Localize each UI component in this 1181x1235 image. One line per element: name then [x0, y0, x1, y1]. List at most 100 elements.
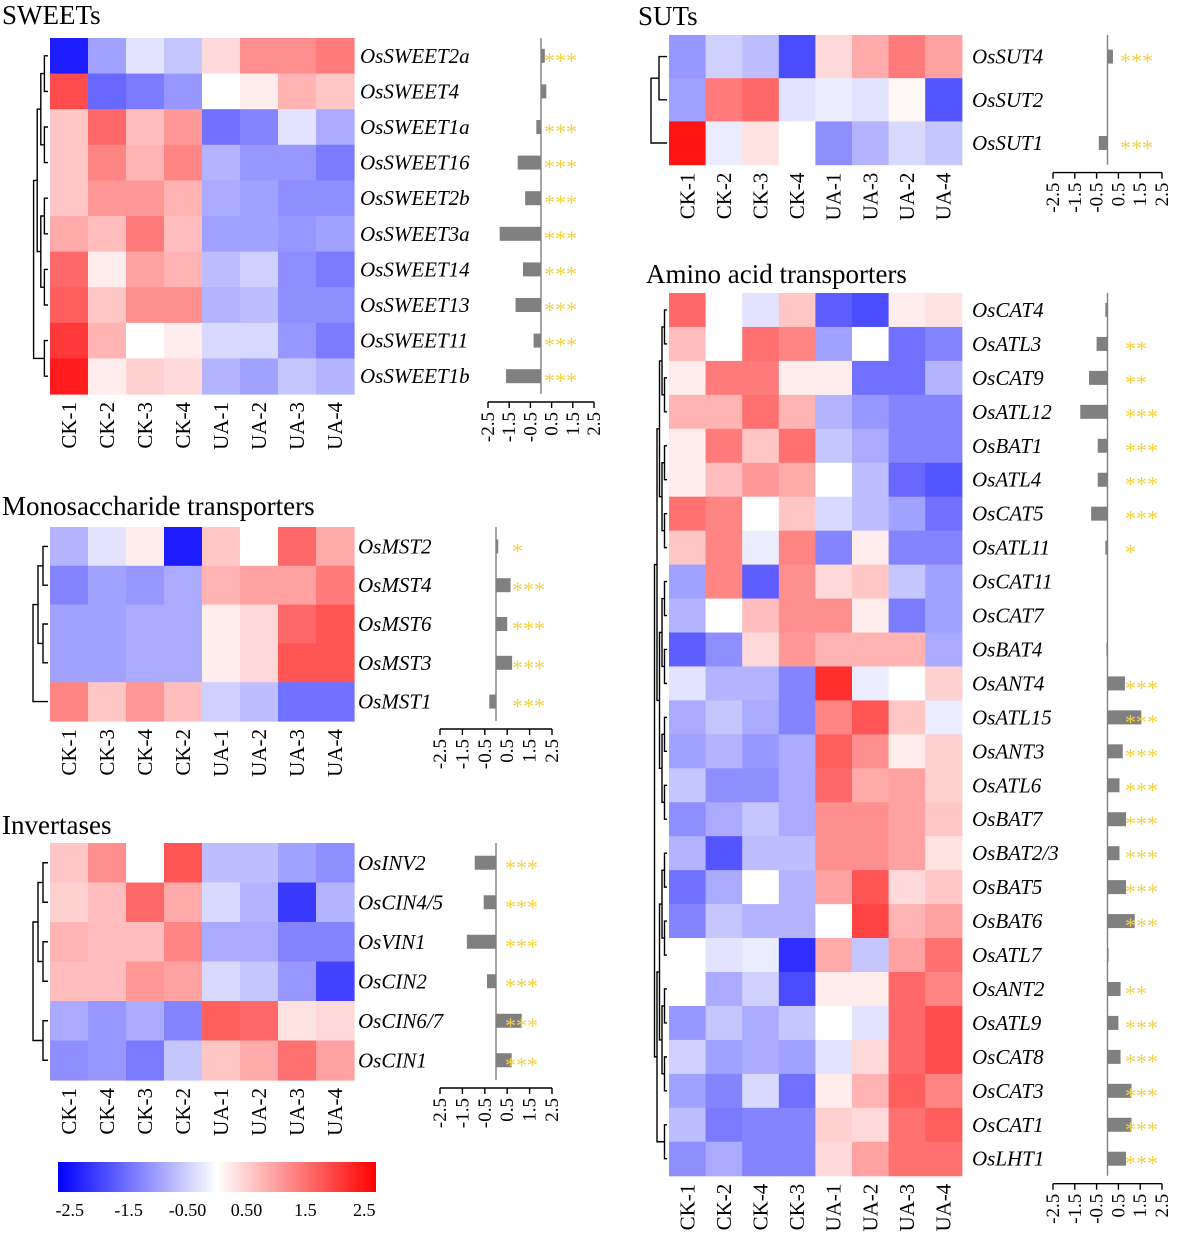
- heatmap-cell: [50, 604, 89, 644]
- gene-label: OsLHT1: [972, 1147, 1044, 1171]
- heatmap-cell: [742, 734, 780, 769]
- significance-stars: ***: [512, 655, 545, 680]
- heatmap-cell: [316, 565, 355, 606]
- heatmap-cell: [316, 682, 355, 722]
- heatmap-cell: [705, 394, 743, 430]
- fold-change-bar: [496, 1053, 512, 1068]
- bar-axis-tick-label: -2.5: [1043, 183, 1064, 213]
- heatmap-cell: [852, 1039, 890, 1075]
- heatmap-cell: [240, 358, 279, 395]
- heatmap-cell: [925, 632, 963, 668]
- heatmap-cell: [705, 1039, 743, 1075]
- heatmap-cell: [778, 78, 816, 122]
- heatmap-cell: [88, 322, 127, 359]
- dendrogram-link: [43, 126, 48, 164]
- sample-label: CK-3: [95, 729, 119, 776]
- heatmap-cell: [815, 734, 853, 769]
- heatmap-cell: [705, 1141, 743, 1177]
- heatmap-cell: [240, 565, 279, 606]
- heatmap-cell: [852, 938, 890, 973]
- heatmap-cell: [164, 922, 203, 963]
- fold-change-bar: [474, 855, 496, 870]
- heatmap-cell: [669, 870, 707, 905]
- bar-axis-tick-label: 0.5: [497, 1098, 518, 1122]
- heatmap-cell: [742, 1005, 780, 1041]
- fold-change-bar: [1107, 1015, 1119, 1030]
- heatmap-cell: [669, 121, 707, 166]
- heatmap-grid-0: [50, 38, 355, 395]
- heatmap-cell: [202, 216, 241, 253]
- heatmap-cell: [50, 38, 89, 75]
- heatmap-cell: [88, 882, 127, 923]
- heatmap-cell: [316, 358, 355, 395]
- heatmap-cell: [669, 836, 707, 871]
- fold-change-bar: [515, 298, 541, 312]
- heatmap-cell: [852, 904, 890, 939]
- heatmap-cell: [778, 734, 816, 769]
- heatmap-cell: [202, 144, 241, 181]
- heatmap-cell: [705, 462, 743, 498]
- dendrogram-4: [653, 309, 667, 1160]
- gene-label: OsMST1: [358, 690, 432, 714]
- significance-stars: ***: [1125, 709, 1158, 734]
- heatmap-cell: [852, 802, 890, 837]
- heatmap-cell: [815, 836, 853, 871]
- heatmap-cell: [126, 527, 165, 567]
- sample-label: UA-3: [895, 1184, 919, 1232]
- heatmap-cell: [88, 287, 127, 324]
- bar-axis-tick-label: -1.5: [1065, 1194, 1086, 1224]
- sample-label: CK-1: [57, 729, 81, 776]
- significance-stars: ***: [544, 226, 577, 251]
- heatmap-cell: [88, 144, 127, 181]
- heatmap-cell: [852, 78, 890, 122]
- heatmap-cell: [778, 972, 816, 1007]
- heatmap-cell: [705, 496, 743, 532]
- sample-label: UA-1: [822, 1184, 846, 1232]
- sample-label: CK-2: [712, 173, 736, 220]
- heatmap-cell: [852, 768, 890, 803]
- heatmap-cell: [669, 326, 707, 362]
- heatmap-cell: [316, 144, 355, 181]
- heatmap-cell: [778, 564, 816, 600]
- significance-stars: ***: [505, 973, 538, 998]
- heatmap-cell: [705, 632, 743, 668]
- heatmap-cell: [164, 109, 203, 146]
- heatmap-cell: [815, 394, 853, 430]
- fold-change-bar: [1105, 302, 1108, 317]
- heatmap-cell: [815, 768, 853, 803]
- heatmap-cell: [88, 682, 127, 722]
- fold-change-bar: [1091, 506, 1108, 521]
- heatmap-cell: [669, 496, 707, 532]
- gene-label: OsBAT6: [972, 909, 1043, 933]
- bar-axis-tick-label: -0.5: [1087, 183, 1108, 213]
- bar-axis-tick-label: 2.5: [542, 739, 563, 763]
- heatmap-cell: [925, 938, 963, 973]
- dendrogram-link: [32, 603, 48, 703]
- significance-stars: ***: [1125, 1151, 1158, 1176]
- dendrogram-link: [42, 941, 48, 982]
- sample-label: UA-1: [822, 173, 846, 221]
- heatmap-cell: [240, 287, 279, 324]
- heatmap-cell: [50, 961, 89, 1002]
- heatmap-cell: [705, 121, 743, 166]
- fold-change-bar: [496, 1013, 522, 1028]
- dendrogram-link: [42, 862, 48, 903]
- dendrogram-link: [663, 648, 667, 685]
- dendrogram-link: [663, 580, 667, 617]
- heatmap-cell: [888, 496, 926, 532]
- heatmap-cell: [240, 38, 279, 75]
- heatmap-cell: [164, 1040, 203, 1081]
- heatmap-cell: [126, 882, 165, 923]
- heatmap-cell: [778, 1039, 816, 1075]
- heatmap-cell: [705, 802, 743, 837]
- heatmap-cell: [316, 1040, 355, 1081]
- fold-change-bar: [1088, 370, 1108, 385]
- heatmap-cell: [669, 428, 707, 464]
- sample-label: CK-1: [57, 402, 81, 449]
- bar-axis-tick-label: 0.5: [1108, 183, 1129, 207]
- bar-axis-tick-label: 0.5: [497, 739, 518, 763]
- heatmap-cell: [888, 35, 926, 79]
- fold-change-bar: [487, 974, 496, 989]
- significance-stars: ***: [512, 616, 545, 641]
- heatmap-cell: [778, 35, 816, 79]
